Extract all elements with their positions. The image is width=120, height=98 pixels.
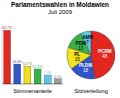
- data-label: 18: [83, 68, 89, 73]
- y-axis-line: [2, 24, 3, 84]
- data-label: 4,3%: [54, 75, 62, 79]
- bars: [4, 30, 62, 84]
- data-label: 7,4%: [44, 71, 52, 75]
- bar: [24, 66, 31, 84]
- data-label: 7: [86, 40, 89, 45]
- chart: Parlamentswahlen in MoldawienJuli 2009 44…: [0, 0, 120, 98]
- data-label: 15: [75, 57, 81, 62]
- bar: [44, 75, 51, 84]
- data-label: 12,5%: [33, 65, 43, 69]
- bar: [34, 69, 41, 84]
- baseline: [2, 84, 63, 85]
- data-label: 13: [78, 46, 84, 51]
- title: Parlamentswahlen in Moldawien: [11, 1, 109, 8]
- data-label: 16,6%: [12, 60, 22, 64]
- data-label: 44,7%: [2, 26, 12, 30]
- pie: [67, 31, 115, 79]
- bar: [14, 64, 21, 84]
- subtitle: Juli 2009: [48, 9, 73, 15]
- bar: [54, 79, 61, 84]
- slice: [91, 31, 115, 79]
- pie-title: Sitzverteilung: [74, 88, 108, 94]
- data-label: 48: [102, 54, 108, 59]
- bar: [4, 30, 11, 84]
- x-label: Stimmenanteile: [13, 88, 52, 94]
- data-label: 14,7%: [22, 62, 32, 66]
